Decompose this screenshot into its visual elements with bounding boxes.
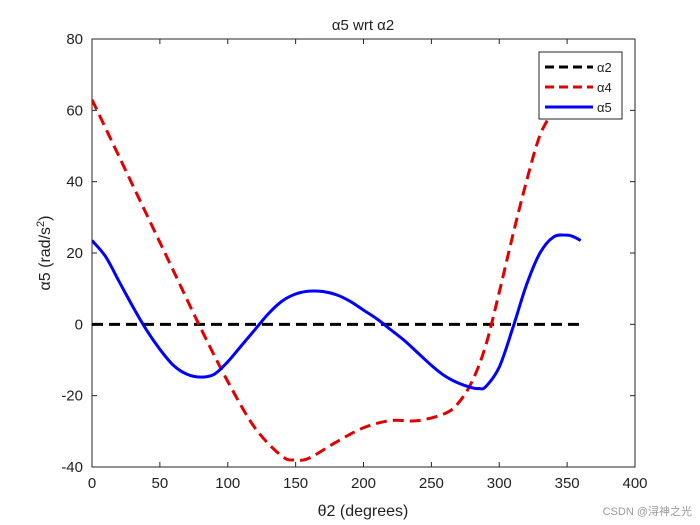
- x-tick-label: 350: [555, 475, 580, 492]
- x-tick-label: 0: [88, 475, 96, 492]
- watermark: CSDN @浔神之光: [602, 506, 692, 518]
- legend-label: α4: [597, 80, 612, 95]
- y-tick-label: 0: [75, 316, 83, 333]
- x-tick-label: 200: [351, 475, 376, 492]
- legend-label: α5: [597, 100, 612, 115]
- y-tick-label: -40: [61, 459, 83, 476]
- y-tick-label: -20: [61, 388, 83, 405]
- legend: α2 α4 α5: [538, 51, 623, 120]
- legend-label: α2: [597, 60, 612, 75]
- x-axis-ticks: 0 50 100 150 200 250 300 350 400: [88, 39, 648, 492]
- x-tick-label: 50: [152, 475, 169, 492]
- y-axis-label-close: ): [37, 216, 54, 221]
- y-axis-ticks: -40 -20 0 20 40 60 80: [61, 31, 635, 476]
- y-tick-label: 20: [66, 245, 83, 262]
- y-tick-label: 60: [66, 102, 83, 119]
- series-line-2: [92, 98, 555, 462]
- x-tick-label: 250: [419, 475, 444, 492]
- series-line-3: [92, 233, 582, 391]
- series-layer: [92, 98, 582, 462]
- y-tick-label: 40: [66, 174, 83, 191]
- chart-title: α5 wrt α2: [332, 17, 394, 34]
- y-axis-label: α5 (rad/s2): [35, 216, 54, 291]
- x-tick-label: 300: [487, 475, 512, 492]
- y-tick-label: 80: [66, 31, 83, 48]
- x-tick-label: 100: [215, 475, 240, 492]
- x-tick-label: 400: [622, 475, 647, 492]
- y-axis-label-main: α5 (rad/s: [37, 227, 54, 291]
- x-tick-label: 150: [283, 475, 308, 492]
- y-axis-label-superscript: 2: [35, 221, 47, 227]
- x-axis-label: θ2 (degrees): [318, 503, 409, 520]
